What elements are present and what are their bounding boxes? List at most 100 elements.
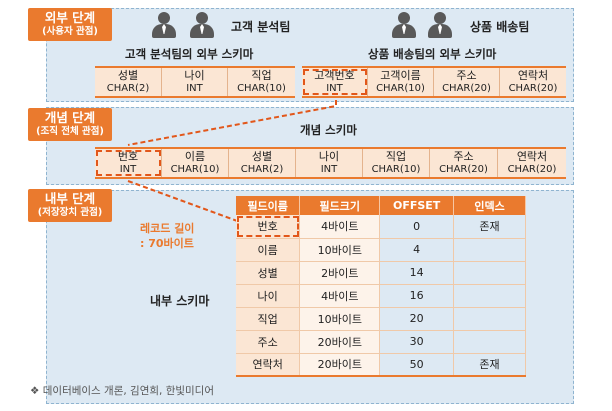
field-name: 번호	[117, 150, 139, 164]
team1-schema-title: 고객 분석팀의 외부 스키마	[125, 47, 254, 61]
field-type: CHAR(20)	[439, 163, 488, 175]
schema-field: 나이 INT	[296, 149, 363, 177]
team1-external-schema: 성별 CHAR(2) 나이 INT 직업 CHAR(10)	[95, 66, 295, 98]
column-header: 필드이름	[236, 196, 301, 215]
offset-cell: 16	[379, 284, 455, 308]
field-name-cell: 번호	[236, 215, 301, 239]
schema-field: 직업 CHAR(10)	[228, 68, 295, 96]
field-name: 직업	[251, 69, 272, 83]
schema-field: 성별 CHAR(2)	[95, 68, 162, 96]
field-name-cell: 나이	[236, 284, 301, 308]
field-name-cell: 성별	[236, 261, 301, 285]
conceptual-schema: 번호 INT 이름 CHAR(10) 성별 CHAR(2) 나이 INT 직업 …	[95, 147, 566, 179]
record-length-label: 레코드 길이	[140, 222, 195, 235]
index-cell: 존재	[453, 353, 526, 377]
team2-schema-title: 상품 배송팀의 외부 스키마	[368, 47, 497, 61]
team2-name: 상품 배송팀	[470, 20, 530, 34]
field-size-cell: 10바이트	[299, 307, 381, 331]
field-type: CHAR(20)	[508, 82, 558, 94]
field-size-cell: 4바이트	[299, 215, 381, 239]
field-name: 이름	[184, 150, 206, 164]
field-type: CHAR(2)	[240, 163, 284, 175]
index-cell	[453, 238, 526, 262]
team2-external-schema: 고객번호 INT 고객이름 CHAR(10) 주소 CHAR(20) 연락처 C…	[302, 66, 566, 98]
schema-field: 직업 CHAR(10)	[363, 149, 430, 177]
schema-field: 연락처 CHAR(20)	[498, 149, 566, 177]
external-level-label: 외부 단계 (사용자 관점)	[28, 8, 112, 41]
field-name: 나이	[184, 69, 205, 83]
external-level-title: 외부 단계	[44, 10, 96, 25]
conceptual-schema-title: 개념 스키마	[300, 123, 357, 137]
field-size-cell: 20바이트	[299, 353, 381, 377]
field-name: 성별	[251, 150, 273, 164]
field-type: INT	[119, 163, 137, 175]
schema-field: 고객이름 CHAR(10)	[368, 68, 434, 96]
index-cell	[453, 330, 526, 354]
internal-level-label: 내부 단계 (저장장치 관점)	[28, 189, 112, 222]
record-length-note: 레코드 길이 : 70바이트	[140, 222, 194, 252]
user-icon	[190, 12, 214, 38]
field-name-cell: 직업	[236, 307, 301, 331]
table-row: 연락처 20바이트 50 존재	[236, 353, 526, 377]
index-cell	[453, 261, 526, 285]
field-size-cell: 4바이트	[299, 284, 381, 308]
schema-field: 나이 INT	[162, 68, 228, 96]
field-type: CHAR(10)	[371, 163, 421, 175]
field-type: INT	[326, 82, 343, 94]
field-size-cell: 2바이트	[299, 261, 381, 285]
field-name: 연락처	[517, 69, 549, 83]
team1-name: 고객 분석팀	[231, 20, 291, 34]
field-size-cell: 10바이트	[299, 238, 381, 262]
schema-field: 이름 CHAR(10)	[162, 149, 229, 177]
offset-cell: 50	[379, 353, 455, 377]
offset-cell: 0	[379, 215, 455, 239]
field-name: 나이	[318, 150, 340, 164]
column-header: 인덱스	[453, 196, 526, 215]
table-row: 나이 4바이트 16	[236, 284, 526, 308]
index-cell	[453, 307, 526, 331]
field-type: CHAR(20)	[507, 163, 557, 175]
field-type: INT	[186, 82, 203, 94]
field-name: 성별	[117, 69, 139, 83]
offset-cell: 30	[379, 330, 455, 354]
field-type: INT	[320, 163, 338, 175]
index-cell: 존재	[453, 215, 526, 239]
external-level-subtitle: (사용자 관점)	[42, 25, 98, 37]
internal-level-subtitle: (저장장치 관점)	[37, 206, 103, 218]
internal-schema-title: 내부 스키마	[150, 294, 210, 308]
field-name: 고객이름	[380, 69, 421, 83]
user-icon	[428, 12, 452, 38]
table-row: 이름 10바이트 4	[236, 238, 526, 262]
field-name-cell: 주소	[236, 330, 301, 354]
field-name-cell: 이름	[236, 238, 301, 262]
user-icon	[152, 12, 176, 38]
field-name: 주소	[453, 150, 474, 164]
field-name: 직업	[385, 150, 407, 164]
column-header: OFFSET	[379, 196, 455, 215]
offset-cell: 20	[379, 307, 455, 331]
field-type: CHAR(10)	[376, 82, 425, 94]
table-row: 성별 2바이트 14	[236, 261, 526, 285]
conceptual-level-label: 개념 단계 (조직 전체 관점)	[28, 108, 112, 141]
table-row: 주소 20바이트 30	[236, 330, 526, 354]
schema-field: 연락처 CHAR(20)	[500, 68, 566, 96]
table-header-row: 필드이름 필드크기 OFFSET 인덱스	[236, 196, 526, 215]
schema-field: 주소 CHAR(20)	[434, 68, 500, 96]
source-citation: ❖ 데이터베이스 개론, 김연희, 한빛미디어	[30, 385, 214, 397]
schema-field-number: 번호 INT	[95, 149, 162, 177]
column-header: 필드크기	[299, 196, 381, 215]
field-name: 주소	[456, 69, 477, 83]
field-name-cell: 연락처	[236, 353, 301, 377]
offset-cell: 4	[379, 238, 455, 262]
conceptual-level-subtitle: (조직 전체 관점)	[36, 125, 104, 137]
field-type: CHAR(2)	[106, 82, 150, 94]
user-icon	[392, 12, 416, 38]
field-type: CHAR(10)	[170, 163, 220, 175]
record-length-value: : 70바이트	[140, 236, 194, 250]
field-size-cell: 20바이트	[299, 330, 381, 354]
schema-field-customer-number: 고객번호 INT	[302, 68, 368, 96]
field-name: 연락처	[516, 150, 548, 164]
offset-cell: 14	[379, 261, 455, 285]
schema-field: 주소 CHAR(20)	[430, 149, 498, 177]
index-cell	[453, 284, 526, 308]
